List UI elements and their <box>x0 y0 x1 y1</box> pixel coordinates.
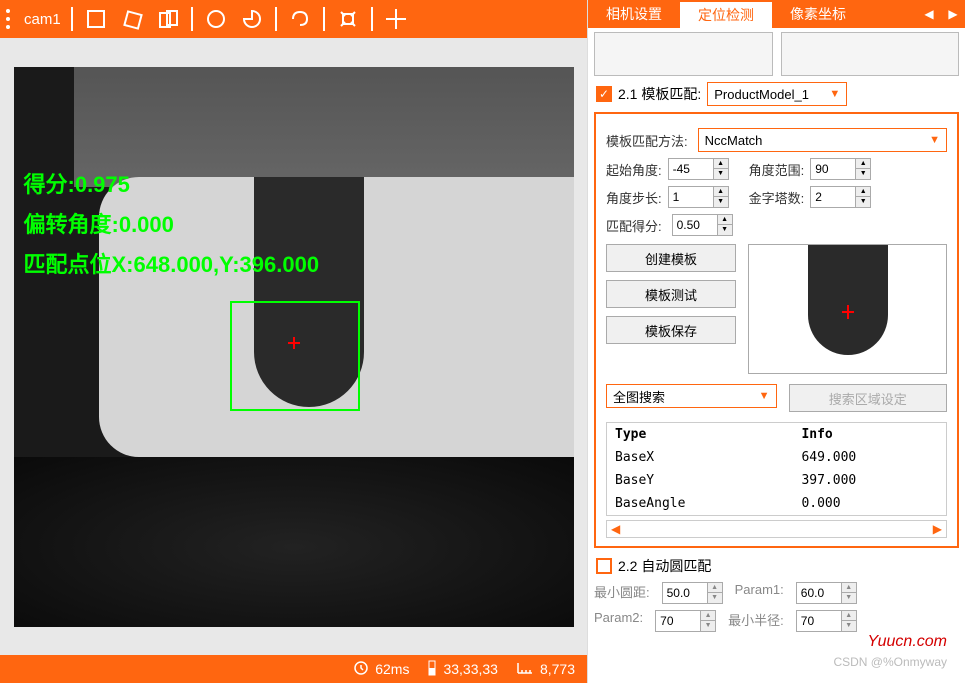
grip-icon[interactable] <box>6 9 12 29</box>
col-info: Info <box>793 423 840 446</box>
lasso-tool-icon[interactable] <box>287 6 313 32</box>
table-row: BaseAngle0.000 <box>607 492 946 515</box>
pyramid-label: 金字塔数: <box>749 188 805 207</box>
horizontal-scrollbar[interactable]: ◀▶ <box>606 520 947 538</box>
image-viewport[interactable]: 得分:0.975 偏转角度:0.000 匹配点位X:648.000,Y:396.… <box>0 38 587 655</box>
rotated-rect-icon[interactable] <box>119 6 145 32</box>
stack-rect-icon[interactable] <box>155 6 181 32</box>
right-pane: 相机设置 定位检测 像素坐标 ◀ ▶ 2.1 模板匹配: ProductMode… <box>588 0 965 683</box>
min-dist-spinner[interactable]: ▲▼ <box>662 582 723 604</box>
angle-range-spinner[interactable]: ▲▼ <box>810 158 871 180</box>
method-dropdown[interactable]: NccMatch▼ <box>698 128 947 152</box>
search-region-button[interactable]: 搜索区域设定 <box>789 384 948 412</box>
sample-icon <box>427 660 437 679</box>
crop-tool-icon[interactable] <box>335 6 361 32</box>
overlay-score: 得分:0.975 <box>24 167 130 199</box>
section21-checkbox[interactable] <box>596 86 612 102</box>
tab-scroll-left-icon[interactable]: ◀ <box>917 0 941 28</box>
match-score-spinner[interactable]: ▲▼ <box>672 214 733 236</box>
tab-scroll-right-icon[interactable]: ▶ <box>941 0 965 28</box>
param1-label: Param1: <box>735 582 784 604</box>
table-row: BaseX649.000 <box>607 446 946 469</box>
divider <box>323 7 325 31</box>
left-pane: cam1 得分:0.975 偏转角度:0.000 匹配点位X:648.000,Y <box>0 0 588 683</box>
match-score-label: 匹配得分: <box>606 216 662 235</box>
status-coords: 33,33,33 <box>427 660 498 679</box>
param2-label: Param2: <box>594 610 643 632</box>
divider <box>191 7 193 31</box>
crosshair-tool-icon[interactable] <box>383 6 409 32</box>
min-dist-label: 最小圆距: <box>594 582 650 604</box>
start-angle-label: 起始角度: <box>606 160 662 179</box>
section22-title: 2.2 自动圆匹配 <box>618 556 711 576</box>
status-measure: 8,773 <box>516 661 575 678</box>
table-row: BaseY397.000 <box>607 469 946 492</box>
section22-checkbox[interactable] <box>596 558 612 574</box>
divider <box>71 7 73 31</box>
preview-box-1 <box>594 32 773 76</box>
divider <box>275 7 277 31</box>
tab-camera-settings[interactable]: 相机设置 <box>588 0 680 28</box>
test-template-button[interactable]: 模板测试 <box>606 280 736 308</box>
tab-pixel-coords[interactable]: 像素坐标 <box>772 0 864 28</box>
result-table: TypeInfo BaseX649.000 BaseY397.000 BaseA… <box>606 422 947 516</box>
section21: 模板匹配方法: NccMatch▼ 起始角度: ▲▼ 角度范围: ▲▼ 角度步长… <box>594 112 959 548</box>
min-radius-label: 最小半径: <box>728 610 784 632</box>
angle-step-label: 角度步长: <box>606 188 662 207</box>
template-preview <box>748 244 947 374</box>
camera-label: cam1 <box>24 11 61 28</box>
save-template-button[interactable]: 模板保存 <box>606 316 736 344</box>
preview-box-2 <box>781 32 960 76</box>
clock-icon <box>353 660 369 679</box>
status-bar: 62ms 33,33,33 8,773 <box>0 655 587 683</box>
param2-spinner[interactable]: ▲▼ <box>655 610 716 632</box>
match-cross <box>293 337 295 349</box>
method-label: 模板匹配方法: <box>606 131 688 150</box>
match-rectangle <box>230 301 360 411</box>
circle-tool-icon[interactable] <box>203 6 229 32</box>
start-angle-spinner[interactable]: ▲▼ <box>668 158 729 180</box>
overlay-match: 匹配点位X:648.000,Y:396.000 <box>24 247 320 279</box>
measure-icon <box>516 661 534 678</box>
angle-step-spinner[interactable]: ▲▼ <box>668 186 729 208</box>
overlay-angle: 偏转角度:0.000 <box>24 207 174 239</box>
status-time: 62ms <box>353 660 409 679</box>
pie-tool-icon[interactable] <box>239 6 265 32</box>
left-toolbar: cam1 <box>0 0 587 38</box>
camera-image: 得分:0.975 偏转角度:0.000 匹配点位X:648.000,Y:396.… <box>14 67 574 627</box>
right-tabs: 相机设置 定位检测 像素坐标 ◀ ▶ <box>588 0 965 28</box>
min-radius-spinner[interactable]: ▲▼ <box>796 610 857 632</box>
col-type: Type <box>607 423 793 446</box>
divider <box>371 7 373 31</box>
search-mode-dropdown[interactable]: 全图搜索▼ <box>606 384 777 408</box>
section21-title: 2.1 模板匹配: <box>618 84 701 104</box>
tab-location-detect[interactable]: 定位检测 <box>680 0 772 28</box>
panel-scroll[interactable]: 2.1 模板匹配: ProductModel_1▼ 模板匹配方法: NccMat… <box>588 28 965 683</box>
angle-range-label: 角度范围: <box>749 160 805 179</box>
create-template-button[interactable]: 创建模板 <box>606 244 736 272</box>
param1-spinner[interactable]: ▲▼ <box>796 582 857 604</box>
pyramid-spinner[interactable]: ▲▼ <box>810 186 871 208</box>
model-dropdown[interactable]: ProductModel_1▼ <box>707 82 847 106</box>
rect-tool-icon[interactable] <box>83 6 109 32</box>
